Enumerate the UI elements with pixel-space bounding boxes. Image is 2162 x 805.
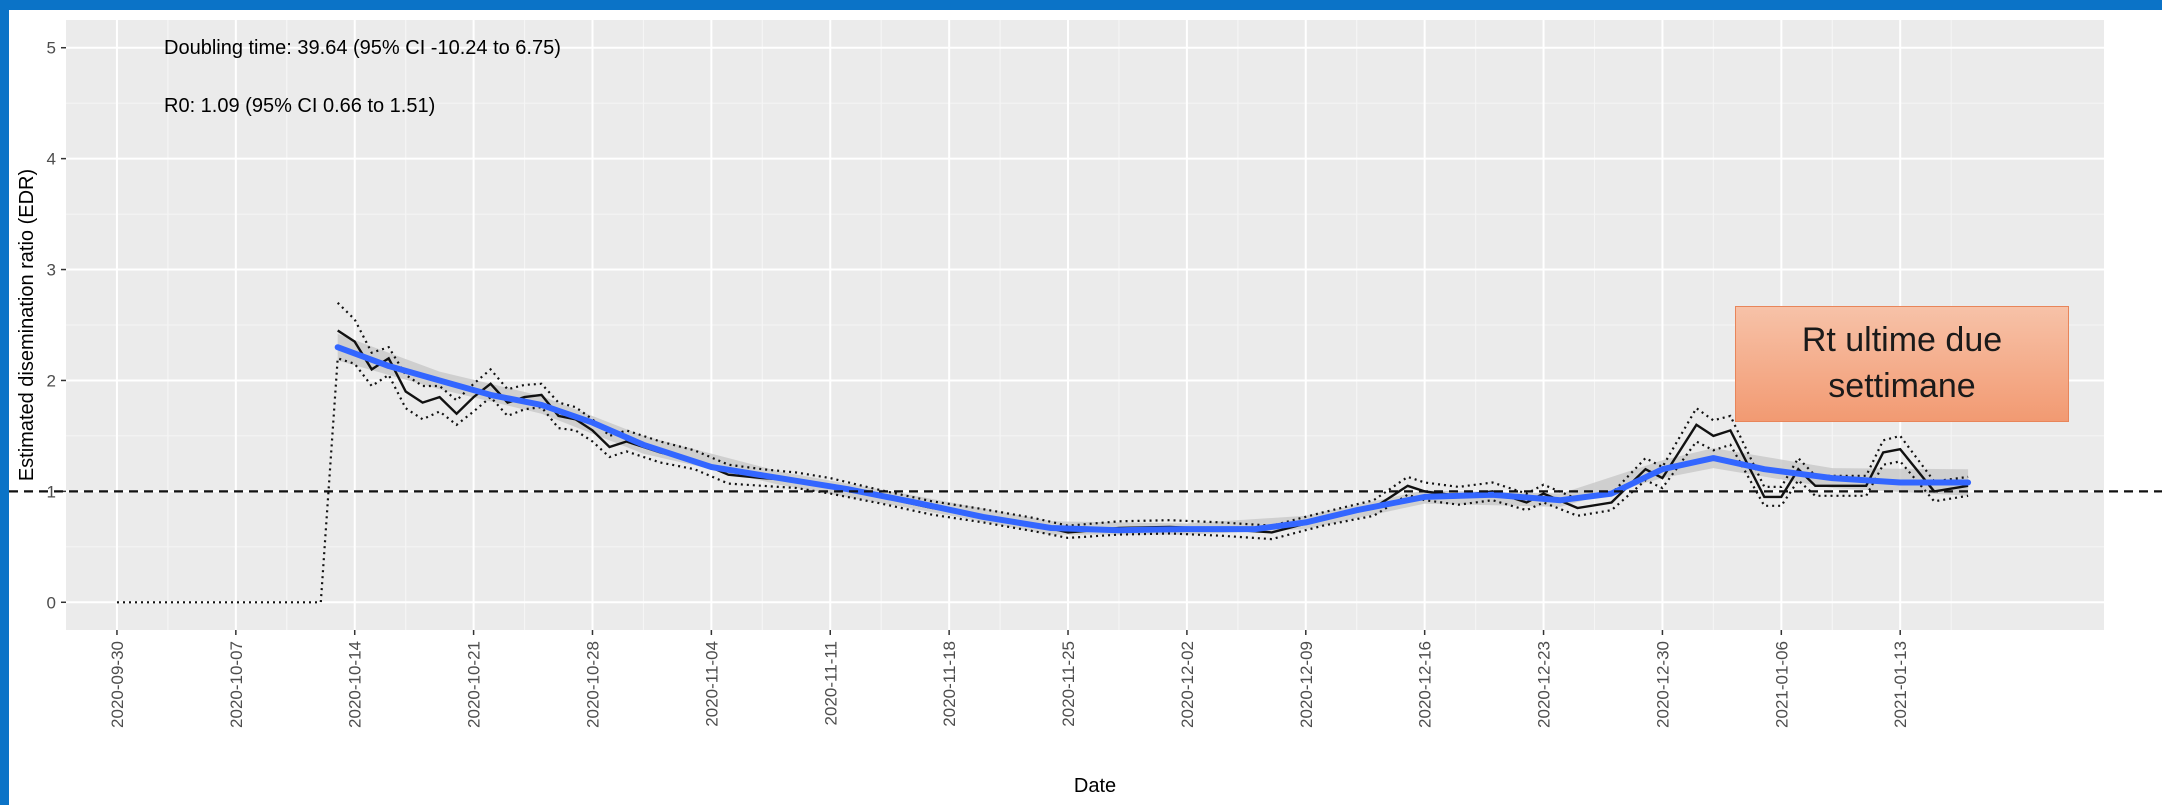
y-axis-title: Estimated disemination ratio (EDR) xyxy=(16,169,38,481)
x-tick-label: 2020-10-28 xyxy=(583,641,602,728)
y-tick-label: 3 xyxy=(47,261,56,280)
x-tick-label: 2020-10-21 xyxy=(465,641,484,728)
x-tick-label: 2020-12-16 xyxy=(1416,641,1435,728)
chart-panel: 0 1 2 3 4 5 2020-09-30 2020-10-07 2020-10-14 2020… xyxy=(9,10,2162,805)
y-tick-label: 2 xyxy=(47,371,56,390)
x-tick-label: 2020-10-07 xyxy=(227,641,246,728)
x-tick-label: 2020-11-11 xyxy=(821,641,840,725)
x-tick-label: 2020-11-25 xyxy=(1059,641,1078,727)
y-tick-label: 0 xyxy=(47,593,56,612)
x-tick-label: 2020-12-30 xyxy=(1653,641,1672,728)
lower-ci-line xyxy=(117,356,1969,604)
x-tick-label: 2020-09-30 xyxy=(108,641,127,728)
smooth-trend-line xyxy=(334,344,1972,534)
x-tick-label: 2021-01-13 xyxy=(1891,641,1910,728)
doubling-time-annotation: Doubling time: 39.64 (95% CI -10.24 to 6… xyxy=(164,37,561,59)
x-tick-label: 2020-10-14 xyxy=(346,641,365,728)
y-tick-label: 1 xyxy=(47,482,56,501)
x-tick-label: 2021-01-06 xyxy=(1772,641,1791,728)
x-axis-title: Date xyxy=(1074,775,1116,797)
callout-text: Rt ultime due settimane xyxy=(1801,321,2003,405)
x-tick-label: 2020-12-09 xyxy=(1297,641,1316,728)
x-tick-label: 2020-11-04 xyxy=(702,641,721,727)
x-tick-label: 2020-12-23 xyxy=(1535,641,1554,728)
y-tick-label: 5 xyxy=(47,39,56,58)
r0-annotation: R0: 1.09 (95% CI 0.66 to 1.51) xyxy=(164,95,435,117)
callout-box: Rt ultime due settimane xyxy=(1735,306,2069,422)
x-tick-label: 2020-12-02 xyxy=(1178,641,1197,728)
x-tick-label: 2020-11-18 xyxy=(940,641,959,727)
y-tick-label: 4 xyxy=(47,150,56,169)
